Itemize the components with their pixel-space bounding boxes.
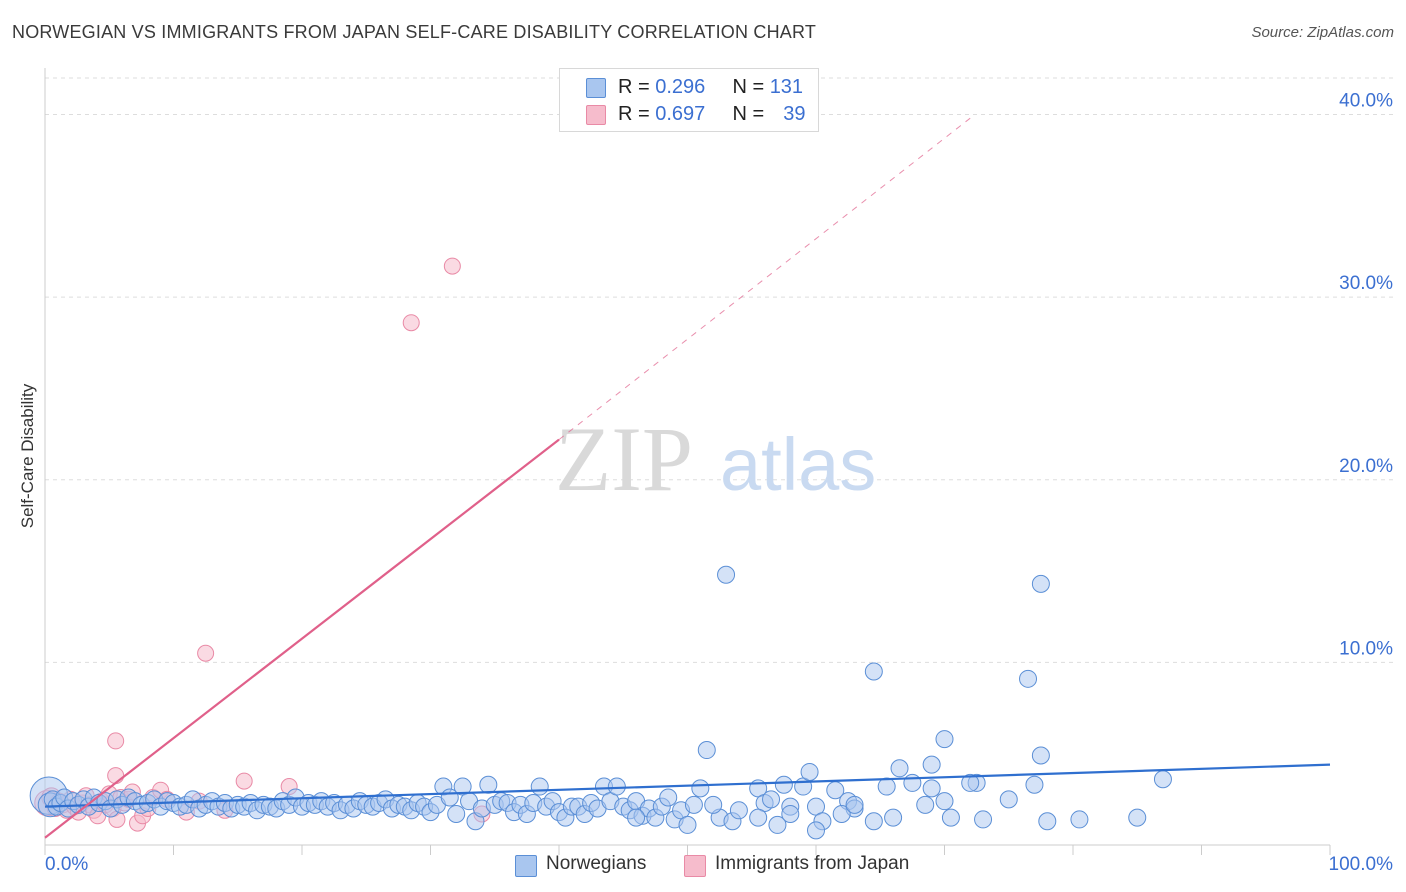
point-norwegians	[890, 759, 909, 778]
point-norwegians	[749, 808, 768, 827]
point-norwegians	[678, 815, 697, 834]
point-norwegians	[941, 808, 960, 827]
point-norwegians	[762, 790, 781, 809]
bottom-legend-label-norwegians: Norwegians	[546, 853, 647, 874]
point-norwegians	[627, 808, 646, 827]
point-norwegians	[1128, 808, 1147, 827]
point-norwegians	[832, 804, 851, 823]
y-tick-label: 30.0%	[1339, 273, 1393, 294]
point-norwegians	[916, 795, 935, 814]
axes	[44, 68, 1331, 855]
point-norwegians	[807, 821, 825, 840]
point-norwegians	[1025, 775, 1044, 794]
point-norwegians	[884, 808, 903, 827]
legend-swatch-blue	[586, 78, 606, 98]
point-norwegians	[479, 775, 498, 794]
trend-line-norwegians	[44, 763, 1331, 808]
watermark-zip: ZIP	[555, 408, 693, 510]
chart-title: NORWEGIAN VS IMMIGRANTS FROM JAPAN SELF-…	[12, 22, 817, 42]
point-norwegians	[1070, 810, 1089, 829]
point-norwegians	[903, 773, 922, 792]
point-immigrants-from-japan	[107, 732, 125, 750]
point-norwegians	[845, 795, 864, 814]
point-immigrants-from-japan	[197, 644, 215, 662]
point-norwegians	[1031, 574, 1050, 593]
point-norwegians	[530, 777, 549, 796]
watermark-atlas: atlas	[720, 423, 876, 506]
point-norwegians	[864, 812, 883, 831]
point-norwegians	[684, 795, 703, 814]
point-norwegians	[1153, 770, 1172, 789]
legend-text-japan: R = 0.697 N = 39	[618, 103, 806, 126]
trend-line-japan-extrapolated	[558, 117, 971, 440]
y-tick-label: 20.0%	[1339, 456, 1393, 477]
point-immigrants-from-japan	[235, 772, 253, 790]
legend-text-norwegians: R = 0.296 N = 131	[618, 76, 803, 99]
source-credit: Source: ZipAtlas.com	[1251, 24, 1394, 41]
point-norwegians	[974, 810, 993, 829]
point-norwegians	[691, 779, 710, 798]
point-immigrants-from-japan	[402, 314, 420, 332]
point-norwegians	[774, 775, 793, 794]
point-immigrants-from-japan	[443, 257, 461, 275]
y-axis-label: Self-Care Disability	[18, 383, 37, 529]
legend-n-label: N =	[732, 76, 765, 98]
bottom-legend-swatch-pink	[684, 855, 706, 877]
point-norwegians	[961, 773, 980, 792]
point-norwegians	[922, 755, 941, 774]
legend-n-value: 39	[783, 103, 806, 125]
point-norwegians	[935, 792, 954, 811]
legend-r-label: R =	[618, 76, 650, 98]
point-norwegians	[864, 662, 883, 681]
tick-labels: 10.0% 20.0% 30.0% 40.0% 0.0% 100.0%	[45, 91, 1393, 875]
point-norwegians	[999, 790, 1018, 809]
x-tick-label: 0.0%	[45, 854, 88, 875]
legend-r-label: R =	[618, 103, 650, 125]
point-norwegians	[800, 762, 819, 781]
trend-lines	[44, 117, 1331, 839]
legend-swatch-pink	[586, 105, 606, 125]
point-norwegians	[607, 777, 626, 796]
legend-r-value: 0.697	[655, 103, 706, 125]
bottom-legend-label-japan: Immigrants from Japan	[715, 853, 910, 874]
legend-n-label: N =	[732, 103, 765, 125]
point-norwegians	[717, 565, 736, 584]
y-tick-label: 10.0%	[1339, 638, 1393, 659]
bottom-legend-swatch-blue	[515, 855, 537, 877]
legend-r-value: 0.296	[655, 76, 706, 98]
point-norwegians	[729, 801, 748, 820]
series-norwegians-points	[29, 565, 1172, 840]
point-norwegians	[704, 795, 723, 814]
point-norwegians	[1038, 812, 1057, 831]
watermark: ZIP atlas	[555, 408, 876, 510]
point-norwegians	[877, 777, 896, 796]
point-norwegians	[1019, 669, 1038, 688]
trend-line-japan	[44, 438, 560, 839]
point-norwegians	[659, 788, 678, 807]
y-tick-label: 40.0%	[1339, 91, 1393, 112]
point-norwegians	[697, 741, 716, 760]
point-norwegians	[768, 815, 787, 834]
point-immigrants-from-japan	[107, 767, 125, 785]
point-norwegians	[1031, 746, 1050, 765]
point-norwegians	[935, 730, 954, 749]
point-norwegians	[447, 804, 466, 823]
legend-n-value: 131	[769, 76, 804, 98]
stats-legend: R = 0.296 N = 131 R = 0.697 N = 39	[559, 68, 819, 132]
point-norwegians	[781, 804, 800, 823]
x-tick-label: 100.0%	[1329, 854, 1394, 875]
point-norwegians	[922, 779, 941, 798]
